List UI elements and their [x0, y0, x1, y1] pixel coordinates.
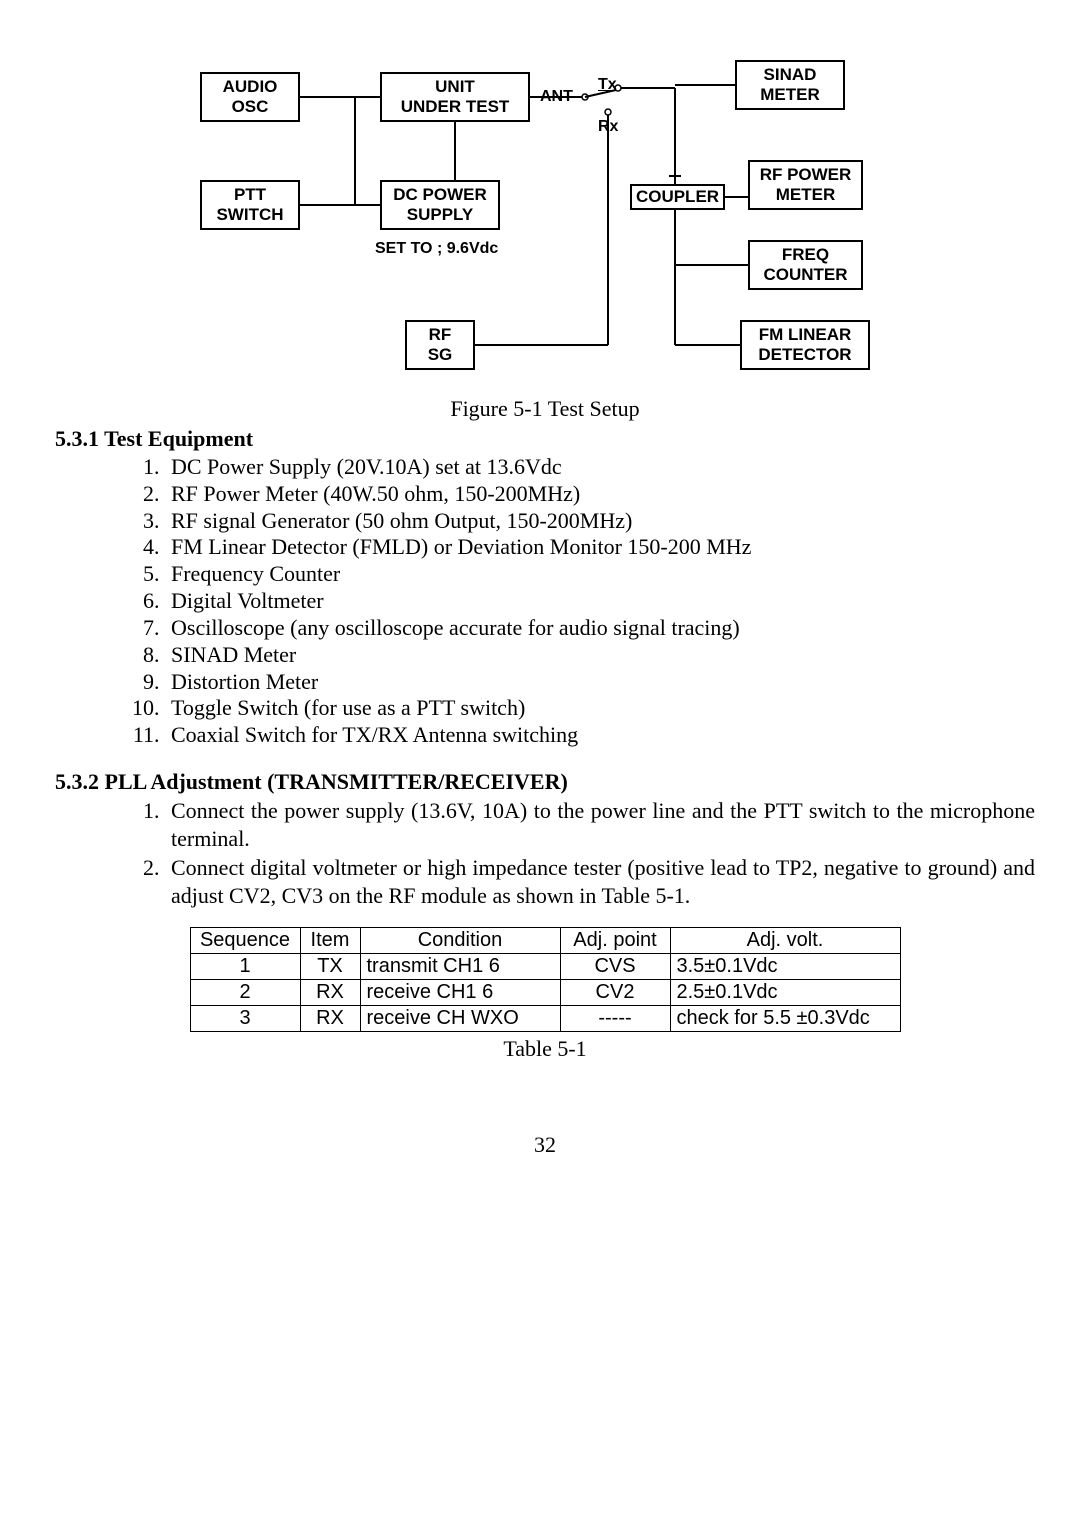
diagram-block: AUDIOOSC — [200, 72, 300, 122]
table-cell: 1 — [190, 954, 300, 980]
diagram-label: SET TO ; 9.6Vdc — [375, 240, 498, 258]
list-item: RF signal Generator (50 ohm Output, 150-… — [165, 508, 1035, 535]
diagram-block: SINADMETER — [735, 60, 845, 110]
list-item: DC Power Supply (20V.10A) set at 13.6Vdc — [165, 454, 1035, 481]
table-cell: 2.5±0.1Vdc — [670, 980, 900, 1006]
table-cell: CVS — [560, 954, 670, 980]
list-item: Toggle Switch (for use as a PTT switch) — [165, 695, 1035, 722]
list-item: Connect digital voltmeter or high impeda… — [165, 854, 1035, 909]
table-cell: TX — [300, 954, 360, 980]
list-item: Coaxial Switch for TX/RX Antenna switchi… — [165, 722, 1035, 749]
diagram-block: UNITUNDER TEST — [380, 72, 530, 122]
diagram-block: FREQCOUNTER — [748, 240, 863, 290]
list-item: RF Power Meter (40W.50 ohm, 150-200MHz) — [165, 481, 1035, 508]
table-cell: check for 5.5 ±0.3Vdc — [670, 1006, 900, 1032]
pll-steps: Connect the power supply (13.6V, 10A) to… — [165, 797, 1035, 909]
diagram-block: RF POWERMETER — [748, 160, 863, 210]
section-5-3-1-heading: 5.3.1 Test Equipment — [55, 426, 1035, 452]
table-cell: RX — [300, 1006, 360, 1032]
list-item: FM Linear Detector (FMLD) or Deviation M… — [165, 534, 1035, 561]
table-cell: 3.5±0.1Vdc — [670, 954, 900, 980]
table-row: 2RXreceive CH1 6CV22.5±0.1Vdc — [190, 980, 900, 1006]
list-item: Digital Voltmeter — [165, 588, 1035, 615]
diagram-label: Tx — [598, 76, 617, 94]
table-row: 3RXreceive CH WXO-----check for 5.5 ±0.3… — [190, 1006, 900, 1032]
table-header: Adj. point — [560, 928, 670, 954]
diagram-label: ANT — [540, 88, 573, 106]
test-setup-diagram: AUDIOOSC UNITUNDER TEST SINADMETER PTTSWITC… — [55, 60, 1035, 386]
table-header: Condition — [360, 928, 560, 954]
table-cell: receive CH1 6 — [360, 980, 560, 1006]
list-item: Distortion Meter — [165, 669, 1035, 696]
table-5-1: SequenceItemConditionAdj. pointAdj. volt… — [55, 927, 1035, 1062]
list-item: Frequency Counter — [165, 561, 1035, 588]
table-row: 1TXtransmit CH1 6CVS3.5±0.1Vdc — [190, 954, 900, 980]
table-cell: CV2 — [560, 980, 670, 1006]
table-cell: transmit CH1 6 — [360, 954, 560, 980]
diagram-block: FM LINEARDETECTOR — [740, 320, 870, 370]
equipment-list: DC Power Supply (20V.10A) set at 13.6Vdc… — [165, 454, 1035, 749]
table-cell: RX — [300, 980, 360, 1006]
page-number: 32 — [55, 1132, 1035, 1158]
diagram-label: Rx — [598, 118, 618, 136]
figure-caption: Figure 5-1 Test Setup — [55, 396, 1035, 422]
table-header: Sequence — [190, 928, 300, 954]
diagram-block: COUPLER — [630, 184, 725, 210]
diagram-block: DC POWERSUPPLY — [380, 180, 500, 230]
table-cell: 3 — [190, 1006, 300, 1032]
section-5-3-2-heading: 5.3.2 PLL Adjustment (TRANSMITTER/RECEIV… — [55, 769, 1035, 795]
table-header: Item — [300, 928, 360, 954]
diagram-block: RFSG — [405, 320, 475, 370]
list-item: Connect the power supply (13.6V, 10A) to… — [165, 797, 1035, 852]
diagram-block: PTTSWITCH — [200, 180, 300, 230]
table-cell: receive CH WXO — [360, 1006, 560, 1032]
table-header: Adj. volt. — [670, 928, 900, 954]
list-item: Oscilloscope (any oscilloscope accurate … — [165, 615, 1035, 642]
table-cell: ----- — [560, 1006, 670, 1032]
list-item: SINAD Meter — [165, 642, 1035, 669]
table-caption: Table 5-1 — [55, 1036, 1035, 1062]
table-cell: 2 — [190, 980, 300, 1006]
